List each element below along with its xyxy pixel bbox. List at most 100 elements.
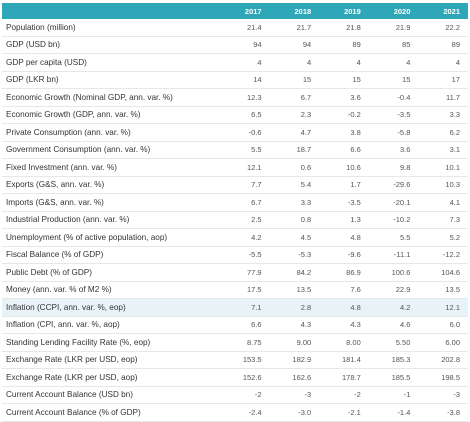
cell-value: 89 <box>319 36 369 54</box>
column-header: 2021 <box>418 3 468 19</box>
row-label: Industrial Production (ann. var. %) <box>2 211 220 229</box>
cell-value: 1.7 <box>319 176 369 194</box>
cell-value: 89 <box>418 36 468 54</box>
table-row: Exchange Rate (LKR per USD, aop) 152.6 162… <box>2 368 468 387</box>
cell-value: 4.2 <box>220 228 270 247</box>
cell-value: 4.7 <box>269 123 320 142</box>
table-row: Inflation (CPI, ann. var. %, aop) 6.6 4.3 4… <box>2 316 468 334</box>
column-header: 2018 <box>269 3 320 19</box>
cell-value: 11.7 <box>418 88 468 107</box>
cell-value: 4.8 <box>319 228 369 247</box>
cell-value: 181.4 <box>319 351 369 369</box>
cell-value: 6.7 <box>220 193 270 212</box>
cell-value: 14 <box>220 71 270 89</box>
cell-value: -1.4 <box>368 403 419 422</box>
cell-value: 4 <box>368 53 419 72</box>
cell-value: 3.3 <box>269 193 320 212</box>
cell-value: -11.1 <box>368 246 419 264</box>
cell-value: 21.7 <box>269 19 320 37</box>
cell-value: -3 <box>269 386 320 404</box>
table-row: Economic Growth (GDP, ann. var. %) 6.5 2.3… <box>2 106 468 124</box>
cell-value: 0.6 <box>269 158 320 177</box>
cell-value: -20.1 <box>368 193 419 212</box>
row-label: Exchange Rate (LKR per USD, eop) <box>2 351 220 369</box>
cell-value: 4 <box>220 53 270 72</box>
cell-value: 5.4 <box>269 176 320 194</box>
row-label: Population (million) <box>2 19 220 37</box>
cell-value: 4 <box>418 53 468 72</box>
table-row: Private Consumption (ann. var. %) -0.6 4.7… <box>2 123 468 142</box>
cell-value: 4.5 <box>269 228 320 247</box>
cell-value: 5.2 <box>418 228 468 247</box>
cell-value: 4.8 <box>319 298 369 317</box>
cell-value: 85 <box>368 36 419 54</box>
cell-value: -12.2 <box>418 246 468 264</box>
cell-value: 77.9 <box>220 263 270 282</box>
table-row: Inflation (CCPI, ann. var. %, eop) 7.1 2.8… <box>2 298 468 317</box>
cell-value: 4.1 <box>418 193 468 212</box>
table-row: Population (million) 21.4 21.7 21.8 21.9 22.2 <box>2 19 468 37</box>
cell-value: 5.5 <box>220 141 270 159</box>
cell-value: 21.4 <box>220 19 270 37</box>
cell-value: -3.5 <box>319 193 369 212</box>
row-label: Exchange Rate (LKR per USD, aop) <box>2 368 220 387</box>
cell-value: -0.6 <box>220 123 270 142</box>
cell-value: 5.5 <box>368 228 419 247</box>
cell-value: 7.6 <box>319 281 369 299</box>
cell-value: -2 <box>220 386 270 404</box>
cell-value: 4.6 <box>368 316 419 334</box>
cell-value: 185.3 <box>368 351 419 369</box>
table-row: Current Account Balance (USD bn) -2 -3 -2 -1… <box>2 386 468 404</box>
cell-value: 21.8 <box>319 19 369 37</box>
cell-value: 4 <box>319 53 369 72</box>
cell-value: -1 <box>368 386 419 404</box>
row-label: Private Consumption (ann. var. %) <box>2 123 220 142</box>
table-row: Standing Lending Facility Rate (%, eop) 8… <box>2 333 468 352</box>
cell-value: 0.8 <box>269 211 320 229</box>
table-row: Exchange Rate (LKR per USD, eop) 153.5 182… <box>2 351 468 369</box>
cell-value: 13.5 <box>269 281 320 299</box>
cell-value: 7.7 <box>220 176 270 194</box>
cell-value: -2 <box>319 386 369 404</box>
cell-value: 22.2 <box>418 19 468 37</box>
cell-value: -2.1 <box>319 403 369 422</box>
cell-value: 162.6 <box>269 368 320 387</box>
row-label: Fiscal Balance (% of GDP) <box>2 246 220 264</box>
row-label: Current Account Balance (% of GDP) <box>2 403 220 422</box>
row-label: Fixed Investment (ann. var. %) <box>2 158 220 177</box>
cell-value: 12.1 <box>220 158 270 177</box>
cell-value: 3.8 <box>319 123 369 142</box>
row-label: Inflation (CPI, ann. var. %, aop) <box>2 316 220 334</box>
table-row: GDP (USD bn) 94 94 89 85 89 <box>2 36 468 54</box>
cell-value: 84.2 <box>269 263 320 282</box>
table-row: Fixed Investment (ann. var. %) 12.1 0.6 10.… <box>2 158 468 177</box>
row-label: Government Consumption (ann. var. %) <box>2 141 220 159</box>
cell-value: 6.00 <box>418 333 468 352</box>
cell-value: 6.6 <box>319 141 369 159</box>
cell-value: 94 <box>269 36 320 54</box>
cell-value: 9.00 <box>269 333 320 352</box>
cell-value: -9.6 <box>319 246 369 264</box>
row-label: Current Account Balance (USD bn) <box>2 386 220 404</box>
cell-value: -5.8 <box>368 123 419 142</box>
cell-value: 12.1 <box>418 298 468 317</box>
row-label: Unemployment (% of active population, ao… <box>2 228 220 247</box>
cell-value: 10.6 <box>319 158 369 177</box>
row-label: Economic Growth (GDP, ann. var. %) <box>2 106 220 124</box>
cell-value: -3.0 <box>269 403 320 422</box>
cell-value: 15 <box>269 71 320 89</box>
table-row: Current Account Balance (% of GDP) -2.4 -3… <box>2 403 468 422</box>
cell-value: 12.3 <box>220 88 270 107</box>
table-row: Economic Growth (Nominal GDP, ann. var. … <box>2 88 468 107</box>
cell-value: 4.3 <box>319 316 369 334</box>
table-row: GDP per capita (USD) 4 4 4 4 4 <box>2 53 468 72</box>
cell-value: 202.8 <box>418 351 468 369</box>
cell-value: 21.9 <box>368 19 419 37</box>
cell-value: 100.6 <box>368 263 419 282</box>
cell-value: 94 <box>220 36 270 54</box>
cell-value: 13.5 <box>418 281 468 299</box>
cell-value: -5.5 <box>220 246 270 264</box>
table-row: Money (ann. var. % of M2 %) 17.5 13.5 7.6 22… <box>2 281 468 299</box>
table-row: Exports (G&S, ann. var. %) 7.7 5.4 1.7 -29.6… <box>2 176 468 194</box>
cell-value: -0.4 <box>368 88 419 107</box>
